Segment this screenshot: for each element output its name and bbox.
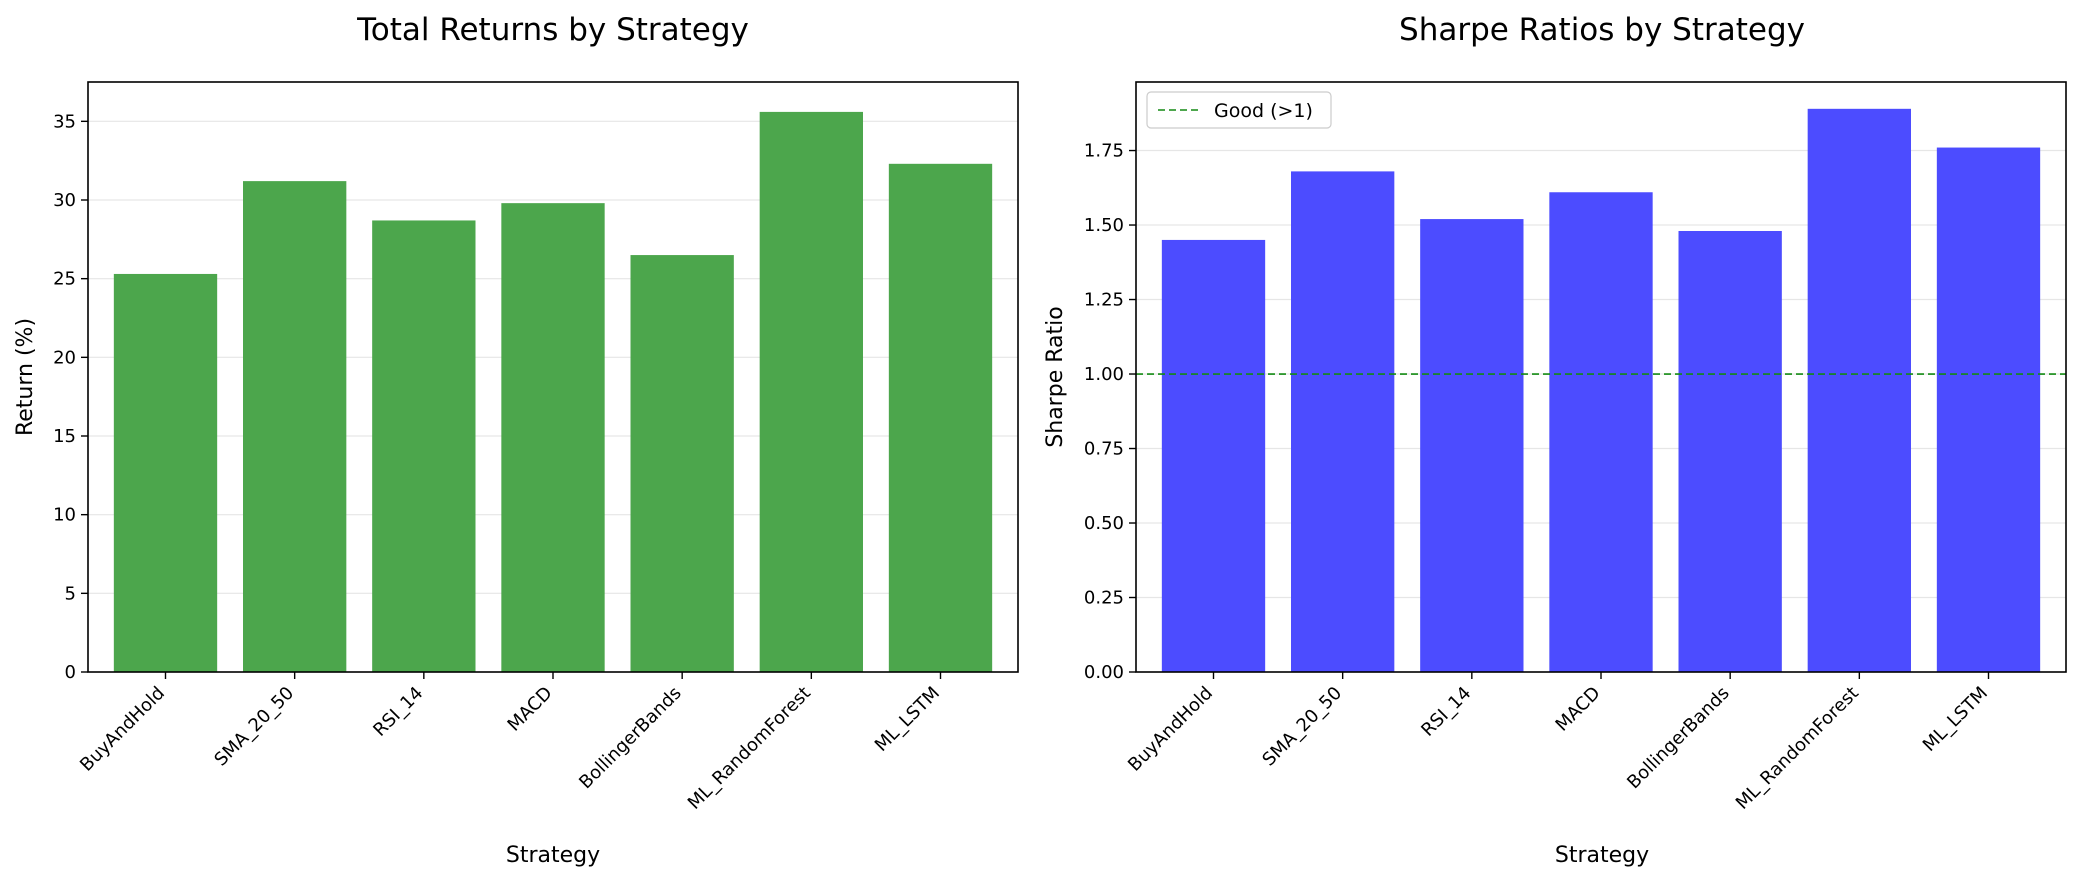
sharpe-y-tick-label: 0.50: [1084, 513, 1124, 534]
returns-y-axis-ticks: 0 5 10 15 20 25 30 35: [53, 111, 88, 683]
sharpe-bars: [1161, 108, 2041, 673]
returns-bar: [372, 220, 476, 672]
sharpe-y-tick-label: 1.75: [1084, 141, 1124, 162]
sharpe-y-axis-ticks: 0.00 0.25 0.50 0.75 1.00 1.25 1.50 1.75: [1084, 141, 1136, 683]
returns-bar: [113, 273, 218, 672]
legend-entry-good: Good (>1): [1214, 100, 1313, 122]
returns-y-tick-label: 35: [53, 111, 76, 132]
returns-bar: [501, 203, 605, 672]
sharpe-y-tick-label: 0.00: [1084, 662, 1124, 683]
sharpe-y-tick-label: 0.25: [1084, 588, 1124, 609]
sharpe-y-tick-label: 0.75: [1084, 439, 1124, 460]
sharpe-chart-title: Sharpe Ratios by Strategy: [1399, 12, 1805, 48]
sharpe-bar: [1161, 239, 1266, 672]
sharpe-y-tick-label: 1.50: [1084, 215, 1124, 236]
returns-bar: [630, 255, 734, 673]
returns-y-tick-label: 25: [53, 269, 76, 290]
returns-y-tick-label: 0: [65, 662, 76, 683]
sharpe-y-axis-label: Sharpe Ratio: [1043, 306, 1068, 447]
sharpe-legend: Good (>1): [1146, 91, 1332, 129]
sharpe-y-tick-label: 1.00: [1084, 364, 1124, 385]
legend-box: [1146, 91, 1332, 129]
sharpe-bar: [1420, 219, 1524, 672]
returns-bar: [759, 111, 863, 673]
sharpe-x-axis-label: Strategy: [1555, 843, 1649, 868]
sharpe-bar: [1549, 192, 1653, 673]
returns-bar: [888, 163, 993, 672]
sharpe-bar: [1678, 230, 1782, 672]
sharpe-bar: [1936, 147, 2041, 673]
sharpe-bar: [1807, 108, 1911, 673]
returns-x-axis-label: Strategy: [506, 843, 600, 868]
returns-bar: [243, 181, 347, 672]
returns-y-tick-label: 30: [53, 190, 76, 211]
returns-y-tick-label: 5: [65, 583, 76, 604]
returns-chart-title: Total Returns by Strategy: [356, 12, 749, 48]
returns-bars: [113, 111, 993, 673]
returns-y-axis-label: Return (%): [13, 318, 38, 436]
returns-y-tick-label: 20: [53, 347, 76, 368]
sharpe-y-tick-label: 1.25: [1084, 290, 1124, 311]
returns-y-tick-label: 15: [53, 426, 76, 447]
returns-y-tick-label: 10: [53, 505, 76, 526]
sharpe-bar: [1291, 171, 1395, 673]
